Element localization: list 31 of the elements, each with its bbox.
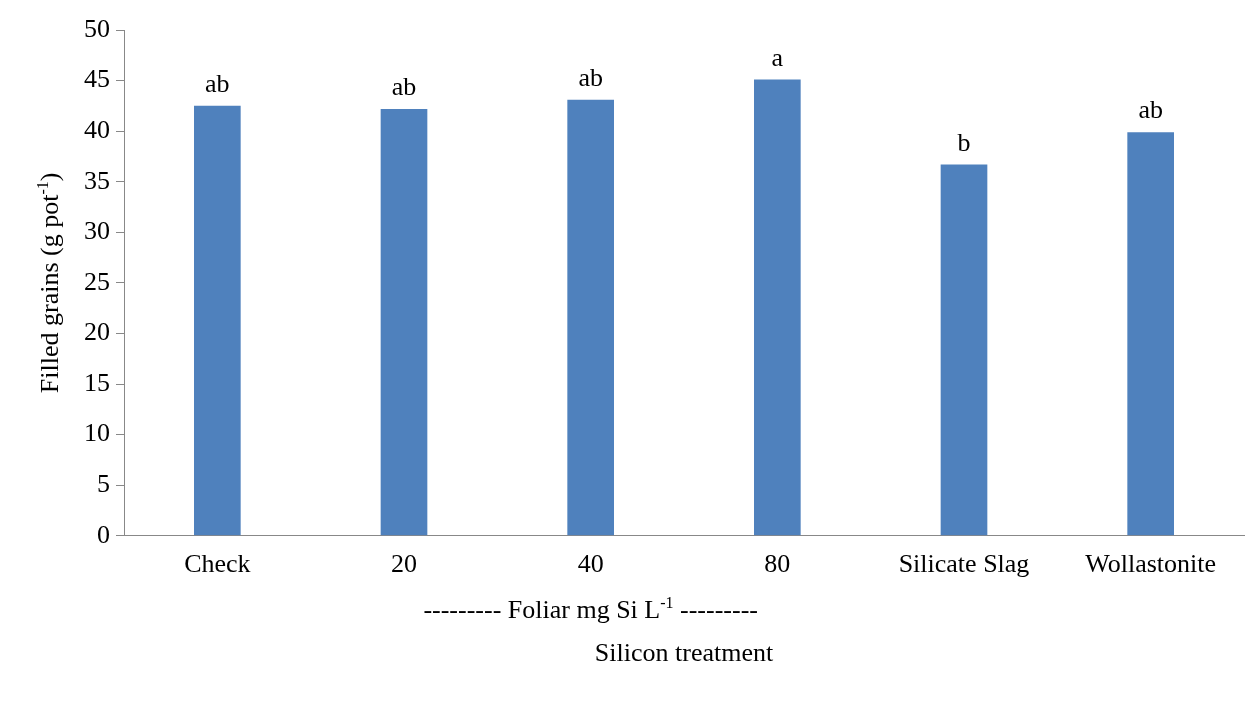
- bar: [1127, 132, 1174, 536]
- y-tick-label: 25: [84, 266, 110, 296]
- y-tick-label: 20: [84, 317, 110, 347]
- bar: [380, 108, 428, 536]
- x-tick-label: Wollastonite: [1085, 549, 1217, 579]
- x-tick-label: 80: [764, 549, 791, 579]
- x-axis-title: Silicon treatment: [594, 637, 774, 667]
- x-tick-label: 20: [391, 549, 417, 579]
- y-axis-title: Filled grains (g pot-1): [34, 172, 64, 394]
- y-tick-label: 50: [84, 13, 110, 43]
- bar: [567, 99, 614, 536]
- bar: [754, 79, 801, 536]
- data-label: a: [771, 42, 784, 72]
- y-tick-label: 0: [97, 519, 110, 549]
- y-tick-label: 5: [97, 469, 110, 499]
- bar: [194, 105, 241, 536]
- data-label: ab: [205, 68, 230, 98]
- x-tick-label: Silicate Slag: [898, 549, 1030, 579]
- bar: [940, 164, 988, 536]
- x-tick-label: 40: [577, 549, 604, 579]
- data-label: ab: [391, 71, 417, 101]
- y-tick-label: 45: [84, 64, 110, 94]
- x-tick-label: Check: [184, 549, 251, 579]
- y-tick-label: 15: [84, 367, 110, 397]
- data-label: b: [957, 127, 971, 157]
- y-tick-label: 35: [84, 165, 110, 195]
- data-label: ab: [1138, 95, 1163, 125]
- y-tick-label: 30: [84, 216, 110, 246]
- data-label: ab: [578, 62, 603, 92]
- y-tick-label: 40: [84, 114, 110, 144]
- y-tick-label: 10: [84, 418, 110, 448]
